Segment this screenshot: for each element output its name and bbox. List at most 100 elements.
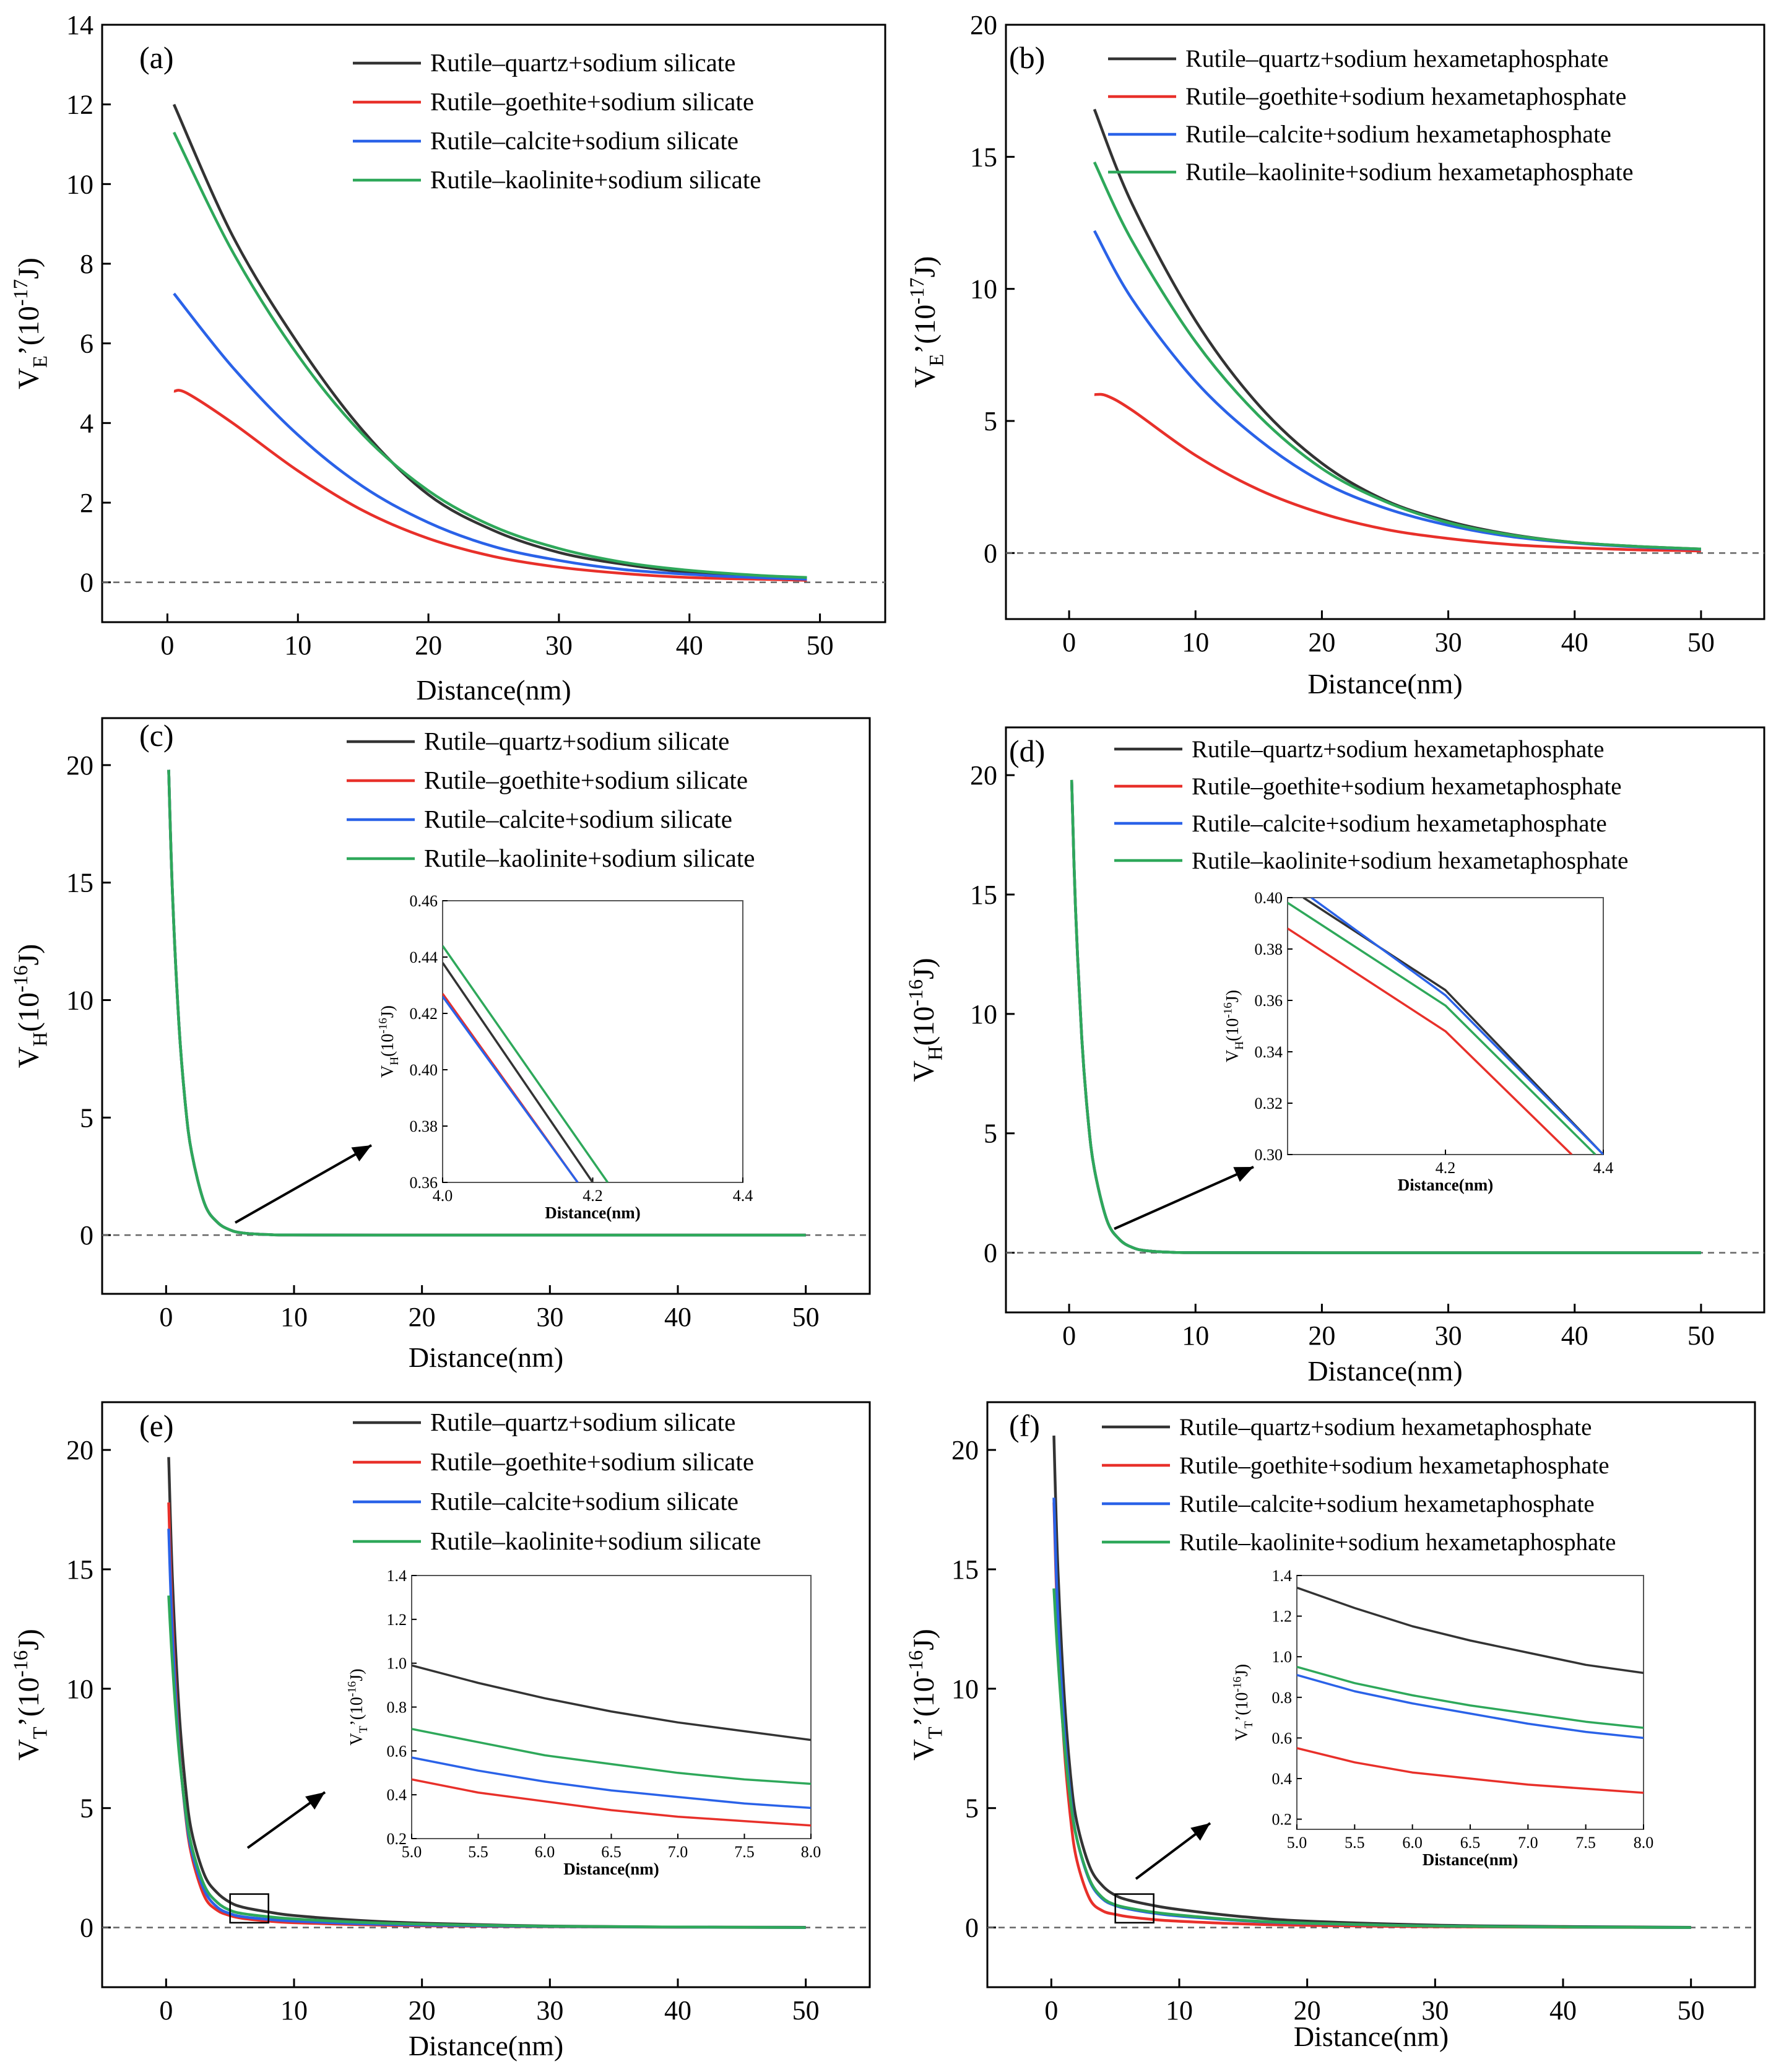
x-axis-label: Distance(nm) [416, 674, 571, 706]
y-tick-label: 0 [80, 1220, 93, 1251]
panel-label: (b) [1009, 40, 1045, 75]
y-axis-label: VT’(10-16J) [905, 1629, 947, 1761]
legend-entry-kaolinite: Rutile–kaolinite+sodium hexametaphosphat… [1192, 847, 1628, 874]
inset-y-tick-label: 0.34 [1255, 1043, 1283, 1061]
inset-x-tick-label: 7.0 [668, 1843, 688, 1861]
x-tick-label: 0 [159, 1302, 173, 1332]
series-line-kaolinite [167, 769, 806, 1237]
series-line-quartz [172, 103, 807, 580]
ylabel-part: J) [1232, 1664, 1252, 1676]
ylabel-part: -16 [10, 1650, 32, 1678]
ylabel-part: V [907, 1739, 940, 1761]
ylabel-part: T [29, 1727, 51, 1739]
zoom-box [229, 1893, 269, 1924]
x-axis-label: Distance(nm) [409, 1342, 563, 1373]
panel-c: 0 10 20 30 40 5005101520Distance(nm)VH(10-16J… [10, 717, 871, 1373]
y-tick-label: 15 [66, 1554, 93, 1585]
y-tick-label: 14 [66, 10, 93, 40]
legend-entry-quartz: Rutile–quartz+sodium silicate [424, 727, 729, 755]
inset-x-tick-label: 4.0 [433, 1187, 453, 1205]
legend-entry-kaolinite: Rutile–kaolinite+sodium silicate [424, 844, 755, 872]
y-tick-label: 20 [970, 760, 997, 791]
inset-y-tick-label: 0.4 [1272, 1770, 1293, 1788]
inset-y-tick-label: 0.2 [387, 1830, 407, 1848]
ylabel-part: J) [378, 1005, 397, 1018]
x-tick-label: 20 [1308, 627, 1335, 657]
series-line-goethite [1094, 392, 1701, 553]
y-axis-label: VT’(10-16J) [10, 1629, 52, 1761]
ylabel-part: (10 [378, 1034, 397, 1057]
plot-frame [101, 24, 886, 623]
plot-frame [1005, 24, 1765, 620]
y-tick-label: 20 [970, 10, 997, 40]
inset-x-axis-label: Distance(nm) [563, 1860, 659, 1878]
series-line-quartz [412, 1664, 811, 1741]
y-axis-label: VE’(10-17J) [906, 256, 948, 388]
inset-x-tick-label: 8.0 [1634, 1834, 1654, 1852]
x-tick-label: 30 [1435, 1320, 1462, 1351]
inset-x-tick-label: 4.4 [733, 1187, 753, 1205]
ylabel-part: V [12, 1739, 45, 1761]
y-tick-label: 5 [965, 1793, 979, 1824]
inset-y-tick-label: 0.6 [387, 1742, 407, 1760]
y-tick-label: 15 [66, 868, 93, 898]
y-tick-label: 10 [970, 274, 997, 305]
ylabel-part: (10 [1223, 1018, 1242, 1041]
inset-y-tick-label: 0.38 [1255, 940, 1283, 958]
x-tick-label: 10 [280, 1302, 308, 1332]
x-axis-label: Distance(nm) [1307, 668, 1462, 700]
y-tick-label: 15 [970, 880, 997, 910]
ylabel-part: J) [347, 1668, 366, 1681]
ylabel-part: -16 [1221, 1002, 1234, 1018]
x-tick-label: 50 [1687, 1320, 1715, 1351]
legend-entry-quartz: Rutile–quartz+sodium hexametaphosphate [1185, 45, 1609, 72]
y-tick-label: 20 [66, 1435, 93, 1465]
inset-x-axis-label: Distance(nm) [1398, 1176, 1493, 1194]
legend-entry-calcite: Rutile–calcite+sodium silicate [430, 126, 739, 155]
ylabel-part: -17 [10, 279, 32, 306]
zoom-arrow [1114, 1166, 1254, 1230]
inset-y-axis-label: VT’(10-16J) [1231, 1664, 1255, 1741]
series-line-goethite [1297, 1747, 1644, 1794]
ylabel-part: -16 [10, 965, 32, 992]
series-line-kaolinite [1052, 1588, 1691, 1929]
plot-frame [101, 717, 871, 1295]
x-tick-label: 20 [1308, 1320, 1335, 1351]
zoom-arrow-head [1233, 1167, 1254, 1182]
inset-y-tick-label: 0.4 [387, 1786, 407, 1804]
x-tick-label: 30 [1435, 627, 1462, 657]
y-tick-label: 4 [80, 408, 93, 438]
series-line-kaolinite [1288, 901, 1596, 1155]
series-line-calcite [1093, 230, 1701, 551]
ylabel-part: V [1232, 1728, 1252, 1741]
series-line-calcite [1297, 1674, 1644, 1740]
inset-x-tick-label: 5.0 [402, 1843, 422, 1861]
x-tick-label: 40 [1561, 1320, 1588, 1351]
inset-x-tick-label: 8.0 [801, 1843, 821, 1861]
plot-frame [101, 1401, 871, 1988]
y-axis-label: VH(10-16J) [905, 958, 947, 1082]
x-tick-label: 40 [664, 1995, 691, 2026]
inset-y-tick-label: 0.40 [1255, 889, 1283, 907]
x-tick-label: 50 [792, 1995, 820, 2026]
y-tick-label: 8 [80, 249, 93, 279]
y-tick-label: 12 [66, 90, 93, 120]
panel-a: 0 10 20 30 40 50 0 2 4 6 8 10 12 14 Distance(nm) VE’(10… [10, 10, 886, 706]
y-tick-label: 10 [951, 1674, 979, 1704]
legend-entry-quartz: Rutile–quartz+sodium hexametaphosphate [1179, 1414, 1592, 1441]
plot-frame [1005, 726, 1765, 1314]
panel-b: 0 10 20 30 40 50 0 5 10 15 20 Distance(nm) VE’(10-17… [906, 10, 1765, 700]
ylabel-part: -16 [1231, 1676, 1244, 1692]
series-line-quartz [443, 962, 594, 1182]
inset-y-tick-label: 0.32 [1255, 1095, 1283, 1112]
series-line-calcite [173, 292, 807, 581]
ylabel-part: H [388, 1057, 401, 1065]
inset-y-tick-label: 0.8 [1272, 1689, 1293, 1707]
inset: 5.0 5.5 6.0 6.5 7.0 7.5 8.0 0.2 0.4 0.6 0.8 1.0 1.2 1… [1231, 1567, 1653, 1869]
x-tick-label: 0 [1062, 1320, 1076, 1351]
x-axis-label: Distance(nm) [1307, 1355, 1462, 1387]
inset-y-tick-label: 0.44 [410, 948, 438, 966]
legend-entry-kaolinite: Rutile–kaolinite+sodium hexametaphosphat… [1179, 1529, 1616, 1556]
series-line-goethite [412, 1778, 811, 1827]
